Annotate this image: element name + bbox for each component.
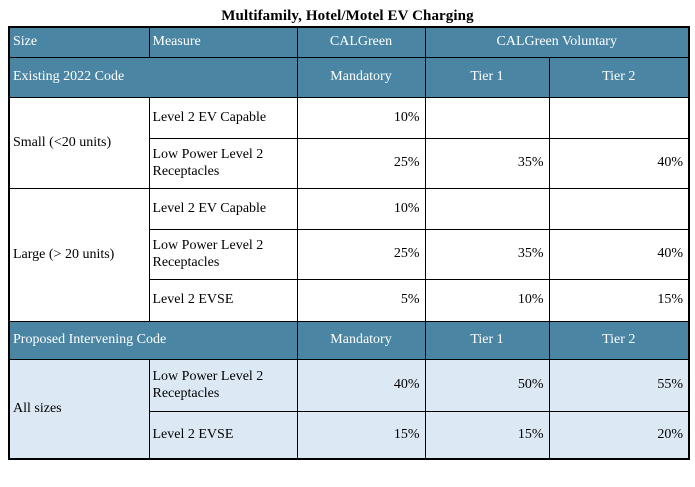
value-cell-tier2: 40% — [548, 137, 690, 189]
size-cell-large: Large (> 20 units) — [8, 187, 150, 322]
ev-charging-table: Size Measure CALGreen CALGreen Voluntary… — [8, 26, 691, 460]
measure-cell: Level 2 EV Capable — [148, 187, 298, 230]
size-cell-small: Small (<20 units) — [8, 96, 150, 189]
table-row: Small (<20 units) Level 2 EV Capable 10% — [8, 96, 690, 189]
measure-cell: Low Power Level 2 Receptacles — [148, 137, 298, 189]
value-cell-mandatory: 10% — [296, 96, 426, 139]
table-row: Level 2 EVSE 15% 15% 20% — [9, 410, 690, 460]
value-cell-tier1: 35% — [424, 228, 550, 280]
subcol-existing-tier1: Tier 1 — [424, 56, 550, 98]
value-cell-tier1 — [424, 187, 550, 230]
subcol-existing-tier2: Tier 2 — [548, 56, 690, 98]
value-cell-tier1: 10% — [424, 278, 550, 322]
value-cell-tier2: 40% — [548, 228, 690, 280]
col-header-calgreen: CALGreen — [296, 26, 426, 58]
table-row: Low Power Level 2 Receptacles 25% 35% 40… — [9, 228, 690, 280]
section-row-proposed: Proposed Intervening Code Mandatory Tier… — [8, 320, 690, 360]
value-cell-tier1: 15% — [424, 410, 550, 460]
section-header-proposed: Proposed Intervening Code — [8, 320, 298, 360]
subcol-proposed-mandatory: Mandatory — [296, 320, 426, 360]
value-cell-tier2: 20% — [548, 410, 690, 460]
value-cell-mandatory: 25% — [296, 137, 426, 189]
value-cell-tier1: 50% — [424, 358, 550, 412]
value-cell-mandatory: 40% — [296, 358, 426, 412]
col-header-calgreen-voluntary: CALGreen Voluntary — [424, 26, 690, 58]
table-row: Large (> 20 units) Level 2 EV Capable 10… — [8, 187, 690, 322]
value-cell-tier2: 55% — [548, 358, 690, 412]
section-row-existing: Existing 2022 Code Mandatory Tier 1 Tier… — [8, 56, 690, 98]
measure-cell: Level 2 EV Capable — [148, 96, 298, 139]
section-header-existing: Existing 2022 Code — [8, 56, 298, 98]
size-cell-all: All sizes — [8, 358, 150, 460]
subcol-proposed-tier2: Tier 2 — [548, 320, 690, 360]
table-row: Low Power Level 2 Receptacles 25% 35% 40… — [9, 137, 690, 189]
measure-cell: Level 2 EVSE — [148, 410, 298, 460]
page-title: Multifamily, Hotel/Motel EV Charging — [221, 8, 474, 24]
table-header-row: Size Measure CALGreen CALGreen Voluntary — [8, 26, 690, 58]
col-header-measure: Measure — [148, 26, 298, 58]
measure-cell: Level 2 EVSE — [148, 278, 298, 322]
table-row: All sizes Low Power Level 2 Receptacles … — [8, 358, 690, 460]
value-cell-tier2 — [548, 96, 690, 139]
value-cell-mandatory: 5% — [296, 278, 426, 322]
value-cell-mandatory: 15% — [296, 410, 426, 460]
value-cell-mandatory: 25% — [296, 228, 426, 280]
measure-cell: Low Power Level 2 Receptacles — [148, 358, 298, 412]
subcol-proposed-tier1: Tier 1 — [424, 320, 550, 360]
value-cell-mandatory: 10% — [296, 187, 426, 230]
subcol-existing-mandatory: Mandatory — [296, 56, 426, 98]
measure-cell: Low Power Level 2 Receptacles — [148, 228, 298, 280]
value-cell-tier2 — [548, 187, 690, 230]
value-cell-tier1: 35% — [424, 137, 550, 189]
col-header-size: Size — [8, 26, 150, 58]
value-cell-tier1 — [424, 96, 550, 139]
value-cell-tier2: 15% — [548, 278, 690, 322]
